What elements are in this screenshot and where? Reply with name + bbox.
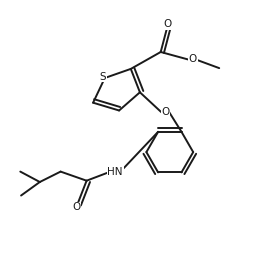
Text: S: S (99, 72, 106, 82)
Text: O: O (163, 19, 171, 29)
Text: O: O (161, 107, 169, 117)
Text: O: O (72, 203, 80, 212)
Text: O: O (189, 54, 197, 64)
Text: HN: HN (107, 167, 123, 177)
